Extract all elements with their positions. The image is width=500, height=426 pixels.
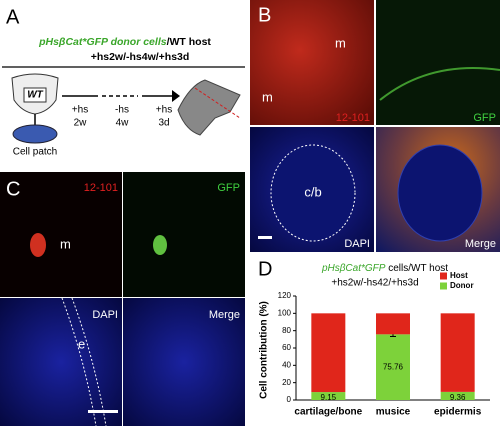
image — [0, 298, 122, 426]
label: m — [60, 236, 71, 251]
y-tick-label: 100 — [278, 308, 292, 317]
bar — [311, 392, 346, 400]
step-bottom: 3d — [158, 118, 169, 129]
legend-label: Donor — [450, 281, 474, 290]
y-axis-label: Cell contribution (%) — [259, 301, 270, 399]
outline — [397, 144, 483, 242]
panel-letter: C — [6, 178, 20, 200]
bar — [440, 313, 475, 392]
panel-c: C 12-101 GFP m DAPI e Merge — [0, 172, 245, 426]
fin — [177, 79, 241, 136]
image — [0, 172, 122, 297]
value-label: 9.36 — [450, 393, 466, 402]
panel-d: D pHsβCat*GFP cells/WT host +hs2w/-hs42/… — [258, 258, 490, 418]
image — [376, 0, 500, 125]
step-bottom: 2w — [74, 118, 88, 129]
label: Merge — [465, 238, 496, 250]
scale-bar — [88, 410, 118, 413]
arrow-head — [172, 90, 180, 102]
step-top: +hs — [72, 105, 88, 116]
panel-title: pHsβCat*GFP donor cells/WT host — [38, 36, 211, 48]
chart-subtitle: +hs2w/-hs42/+hs3d — [331, 278, 418, 289]
x-tick-label: epidermis — [434, 407, 482, 418]
value-label: 9.15 — [321, 393, 337, 402]
label: 12-101 — [84, 182, 118, 194]
step-bottom: 4w — [116, 118, 130, 129]
title-rest: cells/WT host — [385, 263, 448, 274]
image — [123, 298, 245, 426]
panel-a: A pHsβCat*GFP donor cells/WT host +hs2w/… — [2, 6, 245, 158]
title-green: pHsβCat*GFP — [321, 263, 386, 274]
scale-bar — [258, 236, 272, 239]
title-rest: /WT host — [167, 36, 212, 48]
cut-line — [194, 87, 241, 119]
x-tick-label: musice — [376, 407, 411, 418]
label: m — [262, 89, 273, 104]
bar — [311, 313, 346, 393]
signal — [30, 233, 46, 257]
label: DAPI — [344, 238, 370, 250]
cell-patch-label: Cell patch — [13, 147, 57, 158]
label: c/b — [304, 184, 321, 199]
panel-subtitle: +hs2w/-hs4w/+hs3d — [91, 51, 190, 63]
legend-swatch — [440, 282, 447, 290]
label: DAPI — [92, 309, 118, 321]
y-tick-label: 60 — [282, 343, 291, 352]
bar — [440, 391, 475, 400]
chart-title: pHsβCat*GFP cells/WT host — [321, 263, 448, 274]
label: e — [78, 336, 85, 351]
label: m — [335, 35, 346, 50]
panel-letter: D — [258, 258, 272, 280]
signal — [153, 235, 167, 255]
step-top: +hs — [156, 105, 172, 116]
x-tick-label: cartilage/bone — [294, 407, 362, 418]
panel-letter: A — [6, 6, 20, 28]
cell-patch-icon — [12, 124, 58, 144]
bar — [376, 313, 410, 335]
y-tick-label: 0 — [287, 395, 292, 404]
label: GFP — [473, 112, 496, 124]
label: Merge — [209, 309, 240, 321]
label: GFP — [217, 182, 240, 194]
panel-b: B m m 12-101 GFP c/b DAPI Merge — [250, 0, 500, 252]
value-label: 75.76 — [383, 362, 404, 371]
title-green: pHsβCat*GFP donor cells — [38, 36, 167, 48]
legend-label: Host — [450, 271, 468, 280]
wt-box — [23, 87, 47, 103]
y-tick-label: 80 — [282, 326, 291, 335]
y-tick-label: 40 — [282, 360, 291, 369]
steps: +hs 2w -hs 4w +hs 3d — [72, 105, 172, 129]
outline — [270, 144, 356, 242]
image — [123, 172, 245, 297]
label: 12-101 — [336, 112, 370, 124]
signal — [379, 67, 500, 101]
image — [250, 0, 374, 125]
y-tick-label: 20 — [282, 378, 291, 387]
y-tick-label: 120 — [278, 291, 292, 300]
legend-swatch — [440, 272, 447, 280]
panel-letter: B — [258, 4, 271, 26]
wt-label: WT — [27, 90, 43, 101]
step-top: -hs — [115, 105, 129, 116]
bar — [376, 334, 410, 400]
